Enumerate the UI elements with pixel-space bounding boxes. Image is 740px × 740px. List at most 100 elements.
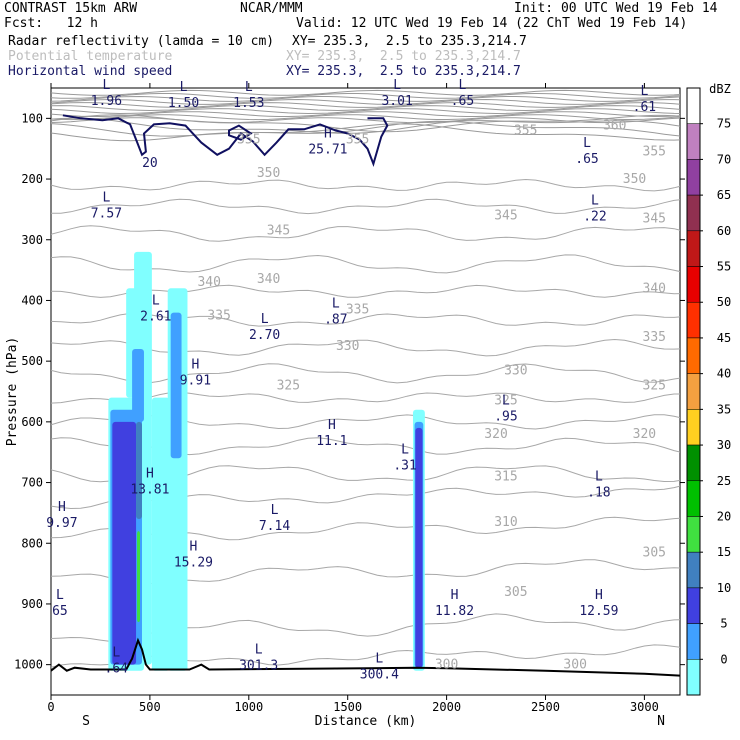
colorbar-swatch [686,480,701,517]
extremum-value: 1.50 [168,96,199,111]
theta-label: 305 [643,545,666,560]
field3-name: Horizontal wind speed [8,64,173,79]
forecast-hour: Fcst: 12 h [4,16,98,31]
extremum-marker: H [58,500,66,515]
extremum-value: .95 [494,410,517,425]
extremum-value: 9.91 [180,373,211,388]
extremum-value: 7.14 [259,519,290,534]
extremum-value: 2.61 [140,310,171,325]
colorbar-label: 15 [717,545,731,559]
extremum-marker: H [328,418,336,433]
theta-contour [51,338,680,357]
x-tick-label: 1000 [234,700,263,714]
theta-contour [51,178,680,192]
colorbar-label: 20 [717,509,731,523]
extremum-value: 9.97 [46,516,77,531]
theta-label: 320 [484,427,507,442]
axes: 100 200 300 400 500 600 700 800 900 1000 0 500 1000 1… [5,83,685,729]
y-axis-label: Pressure (hPa) [5,337,20,447]
wind-extrema-labels: L1.96L1.50L1.53L3.01L.65L.61H25.71L.65L7… [46,78,656,683]
extremum-value: 3.01 [381,94,412,109]
field1-xy: XY= 235.3, 2.5 to 235.3,214.7 [292,34,527,49]
extremum-marker: L [102,190,110,205]
theta-label: 325 [643,378,666,393]
theta-label: 325 [277,378,300,393]
model-title: CONTRAST 15km ARW [4,1,138,16]
field1-name: Radar reflectivity (lamda = 10 cm) [8,34,275,49]
terrain-line [51,637,680,677]
colorbar-label: 75 [717,117,731,131]
colorbar-swatch [686,87,701,124]
extremum-value: 11.82 [435,604,474,619]
colorbar-swatch [686,551,701,589]
terrain-profile [51,637,680,677]
theta-label: 310 [494,515,517,530]
colorbar-swatch [686,587,701,624]
theta-contour-upper [51,92,680,99]
x-tick-label: 2500 [531,700,560,714]
colorbar-label: 70 [717,152,731,166]
theta-contour-upper [51,117,680,134]
theta-label: 340 [643,281,666,296]
extremum-marker: L [332,297,340,312]
extremum-value: 1.53 [233,96,264,111]
refl-cell-15dbz [132,349,144,422]
theta-label: 335 [643,330,666,345]
extremum-value: 25.71 [308,143,347,158]
extremum-marker: L [591,193,599,208]
y-tick-label: 200 [21,172,43,186]
refl-cell-20dbz [415,427,423,668]
extremum-value: .31 [393,458,416,473]
x-tick-label: 2000 [432,700,461,714]
theta-contour-upper [51,123,680,142]
x-axis-label: Distance (km) [315,714,417,729]
extremum-marker: L [375,652,383,667]
refl-cell-10dbz [151,397,170,671]
colorbar-swatch [686,266,701,303]
colorbar-label: 50 [717,295,731,309]
colorbar-label: 40 [717,367,731,381]
field2-xy: XY= 235.3, 2.5 to 235.3,214.7 [286,49,521,64]
extremum-marker: L [393,78,401,93]
extremum-marker: L [152,294,160,309]
extremum-marker: L [401,442,409,457]
field3-xy: XY= 235.3, 2.5 to 235.3,214.7 [286,64,521,79]
theta-label: 345 [267,224,290,239]
institution-label: NCAR/MMM [240,1,303,16]
y-tick-label: 300 [21,233,43,247]
y-tick-label: 800 [21,536,43,550]
extremum-marker: L [56,588,64,603]
theta-contour-upper [51,114,680,133]
extremum-value: .22 [583,209,606,224]
colorbar-swatch [686,444,701,482]
extremum-value: .65 [451,94,474,109]
theta-contour-upper [51,98,680,105]
colorbar-swatch [686,659,701,696]
colorbar-swatch [686,123,701,160]
colorbar-label: 0 [720,652,727,666]
extremum-value: 1.96 [91,94,122,109]
extremum-marker: L [271,503,279,518]
y-tick-label: 900 [21,597,43,611]
extremum-value: 2.70 [249,328,280,343]
extremum-marker: H [451,588,459,603]
extremum-marker: L [640,84,648,99]
wind-speed-contour: 20 [62,114,389,171]
colorbar-unit: dBZ [709,82,731,96]
y-tick-label: 500 [21,354,43,368]
colorbar-label: 60 [717,224,731,238]
x-end-label-north: N [657,714,665,729]
extremum-value: .65 [575,152,598,167]
theta-contour-upper [51,102,680,108]
valid-time: Valid: 12 UTC Wed 19 Feb 14 (22 ChT Wed … [296,16,688,31]
x-end-label-south: S [82,714,90,729]
extremum-marker: L [102,78,110,93]
colorbar-frame [686,87,701,696]
wind-20-contour-inner [228,124,253,141]
theta-label: 320 [633,427,656,442]
extremum-marker: H [324,127,332,142]
extremum-value: 65 [52,604,68,619]
extremum-value: 7.57 [91,206,122,221]
colorbar-label: 5 [720,617,727,631]
colorbar-label: 30 [717,438,731,452]
